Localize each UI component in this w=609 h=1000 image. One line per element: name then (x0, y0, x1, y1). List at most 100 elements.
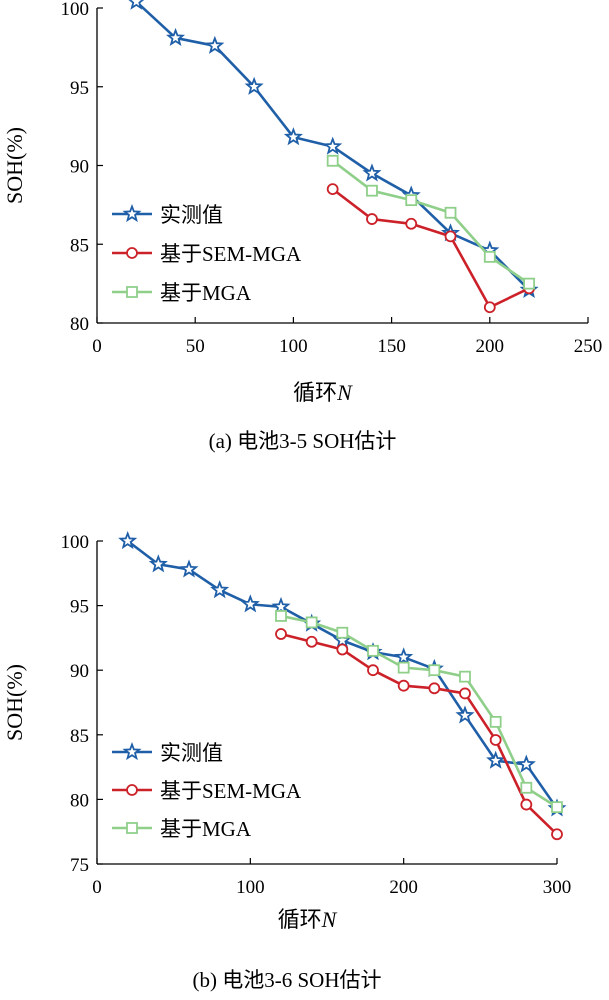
y-axis-label: SOH(%) (2, 127, 27, 204)
legend-label: 基于MGA (160, 281, 252, 305)
data-point (394, 647, 414, 666)
legend-label: 基于SEM-MGA (160, 779, 302, 803)
series-line (331, 188, 530, 309)
data-point (362, 163, 382, 182)
data-point (523, 277, 535, 290)
data-point (305, 635, 318, 648)
data-point (405, 217, 418, 230)
data-point (516, 754, 536, 773)
x-axis-label: 循环N (293, 380, 353, 405)
y-tick-label: 100 (61, 0, 90, 20)
data-point (459, 670, 471, 683)
x-tick-label: 300 (543, 877, 572, 898)
data-point (305, 616, 318, 629)
legend-marker (122, 203, 142, 223)
data-point (551, 828, 563, 841)
legend-label: 实测值 (160, 203, 223, 227)
x-tick-label: 100 (236, 877, 265, 898)
data-point (366, 213, 378, 225)
chart-b: 0 100 200 300 75 80 85 90 95 100 循环N SOH(%) 实测值基于SEM… (2, 530, 572, 992)
legend-marker (126, 822, 138, 834)
data-point (428, 664, 441, 677)
y-tick-label: 95 (70, 597, 89, 618)
data-point (366, 184, 378, 197)
data-point (489, 715, 502, 728)
data-point (323, 136, 343, 155)
data-point (179, 559, 199, 578)
legend-marker (126, 247, 138, 259)
y-tick-label: 95 (70, 78, 89, 99)
data-point (459, 687, 471, 700)
data-point (148, 554, 168, 573)
series-square (326, 154, 535, 290)
legend-marker (122, 741, 142, 761)
legend-marker (126, 784, 138, 796)
x-tick-label: 200 (389, 877, 418, 898)
data-point (326, 154, 339, 167)
data-point (367, 644, 379, 657)
y-tick-label: 90 (70, 661, 89, 682)
y-tick-label: 75 (70, 855, 89, 876)
data-point (210, 580, 230, 599)
data-point (128, 0, 145, 10)
data-point (275, 610, 287, 622)
legend-marker (126, 286, 138, 298)
data-point (275, 628, 287, 640)
x-tick-label: 200 (476, 336, 505, 357)
x-tick-label: 0 (92, 877, 102, 898)
legend-label: 基于SEM-MGA (160, 242, 302, 266)
data-point (336, 643, 349, 656)
data-point (283, 127, 303, 146)
data-point (397, 679, 410, 692)
chart-caption: (b) 电池3-6 SOH估计 (193, 968, 382, 992)
chart-a: 0 50 100 150 200 250 80 85 90 95 100 循环N SOH(%) 实测值基于… (2, 0, 602, 453)
x-tick-label: 150 (377, 336, 406, 357)
data-point (326, 183, 339, 196)
y-axis-label: SOH(%) (2, 664, 27, 741)
data-point (166, 27, 186, 47)
data-point (455, 705, 475, 724)
data-point (240, 594, 260, 613)
series-line (126, 539, 559, 810)
data-point (405, 194, 418, 207)
x-axis-label: 循环N (278, 907, 338, 932)
data-point (486, 750, 506, 769)
y-tick-label: 80 (70, 790, 89, 811)
series-square (275, 610, 563, 814)
x-tick-label: 100 (279, 336, 308, 357)
chart-caption: (a) 电池3-5 SOH估计 (209, 429, 397, 453)
data-point (205, 35, 225, 54)
series-line (280, 632, 558, 836)
series-line (280, 614, 558, 809)
series-star (118, 530, 567, 817)
legend-label: 实测值 (160, 741, 223, 765)
data-point (428, 682, 441, 695)
data-point (367, 664, 379, 677)
data-point (520, 798, 533, 811)
y-tick-label: 85 (70, 726, 89, 747)
legend-label: 基于MGA (160, 817, 252, 841)
data-point (118, 530, 138, 550)
x-tick-label: 250 (574, 336, 603, 357)
data-point (444, 230, 457, 243)
data-point (489, 734, 502, 746)
y-tick-label: 85 (70, 235, 89, 256)
x-tick-label: 0 (92, 336, 102, 357)
data-point (483, 250, 496, 263)
data-point (520, 781, 533, 794)
data-point (483, 301, 496, 314)
y-tick-label: 100 (61, 532, 90, 553)
data-point (397, 661, 410, 674)
series-circle (326, 183, 535, 314)
series-circle (275, 628, 563, 841)
data-point (336, 626, 349, 639)
data-point (551, 801, 563, 814)
y-tick-label: 80 (70, 314, 89, 335)
data-point (444, 206, 457, 219)
data-point (244, 76, 264, 95)
x-tick-label: 50 (186, 336, 205, 357)
y-tick-label: 90 (70, 157, 89, 178)
